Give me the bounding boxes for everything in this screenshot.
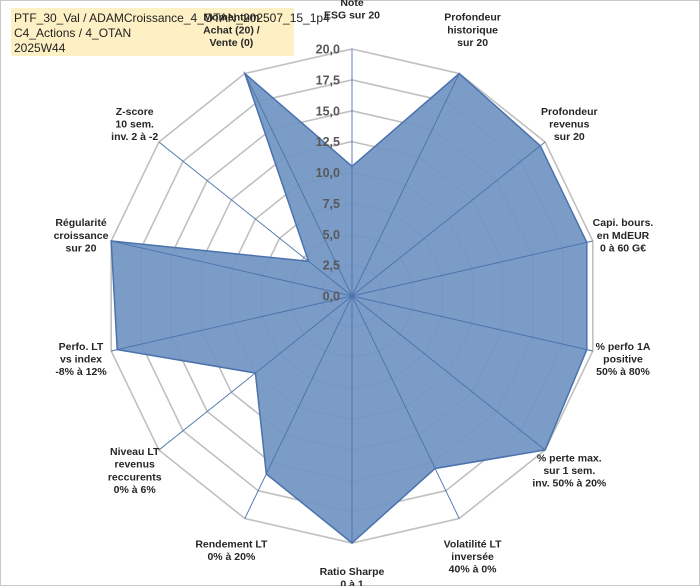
axis-label: Volatilité LT inversée 40% à 0%	[444, 539, 503, 576]
axis-label: Profondeur revenus sur 20	[541, 106, 598, 143]
axis-label: Perfo. LT vs index -8% à 12%	[55, 341, 107, 378]
axis-spoke	[111, 295, 353, 352]
axis-label: Profondeur historique sur 20	[444, 12, 501, 49]
radar-axis-labels: Note ESG sur 20 Profondeur historique sur 20…	[54, 0, 654, 586]
tick-label: 12,5	[316, 135, 340, 149]
axis-spoke	[111, 240, 353, 297]
radar-series	[110, 71, 588, 544]
axis-spoke	[351, 240, 593, 297]
axis-label: Rendement LT 0% à 20%	[195, 539, 268, 564]
chart-title-box	[11, 8, 294, 56]
axis-spoke	[351, 295, 460, 519]
chart-title-line-1: PTF_30_Val / ADAMCroissance_4_OTAN_20250…	[14, 11, 330, 25]
axis-spoke	[244, 295, 353, 519]
axis-spoke	[158, 295, 353, 451]
axis-spoke	[244, 73, 353, 297]
tick-label: 20,0	[316, 43, 340, 57]
axis-label: Ratio Sharpe 0 à 1	[320, 566, 385, 586]
axis-spoke	[351, 295, 593, 352]
tick-label: 2,5	[323, 259, 340, 273]
axis-spoke	[351, 295, 546, 451]
series-area	[110, 71, 588, 544]
tick-label: 0,0	[323, 290, 340, 304]
tick-label: 5,0	[323, 228, 340, 242]
axis-spoke	[158, 141, 353, 297]
axis-label: Régularité croissance sur 20	[54, 217, 109, 254]
axis-label: % perte max. sur 1 sem. inv. 50% à 20%	[532, 452, 607, 489]
axis-label: Note ESG sur 20	[324, 0, 380, 21]
tick-label: 10,0	[316, 166, 340, 180]
axis-label: Niveau LT revenus reccurents 0% à 6%	[108, 446, 162, 496]
axis-spoke	[351, 141, 546, 297]
axis-spoke	[351, 73, 460, 297]
radar-tick-labels: 0,0 2,5 5,0 7,5 10,0 12,5 15,0 17,5 20,0	[316, 43, 340, 304]
chart-title-line-3: 2025W44	[14, 41, 66, 55]
radar-spokes	[111, 49, 593, 543]
axis-label: Momentum Achat (20) / Vente (0)	[203, 12, 260, 49]
axis-label: % perfo 1A positive 50% à 80%	[596, 341, 651, 378]
chart-title-line-2: C4_Actions / 4_OTAN	[14, 26, 132, 40]
axis-label: Z-score 10 sem. inv. 2 à -2	[111, 106, 158, 143]
tick-label: 17,5	[316, 73, 340, 87]
tick-label: 15,0	[316, 104, 340, 118]
tick-label: 7,5	[323, 197, 340, 211]
axis-label: Capi. bours. en MdEUR 0 à 60 G€	[593, 217, 654, 254]
